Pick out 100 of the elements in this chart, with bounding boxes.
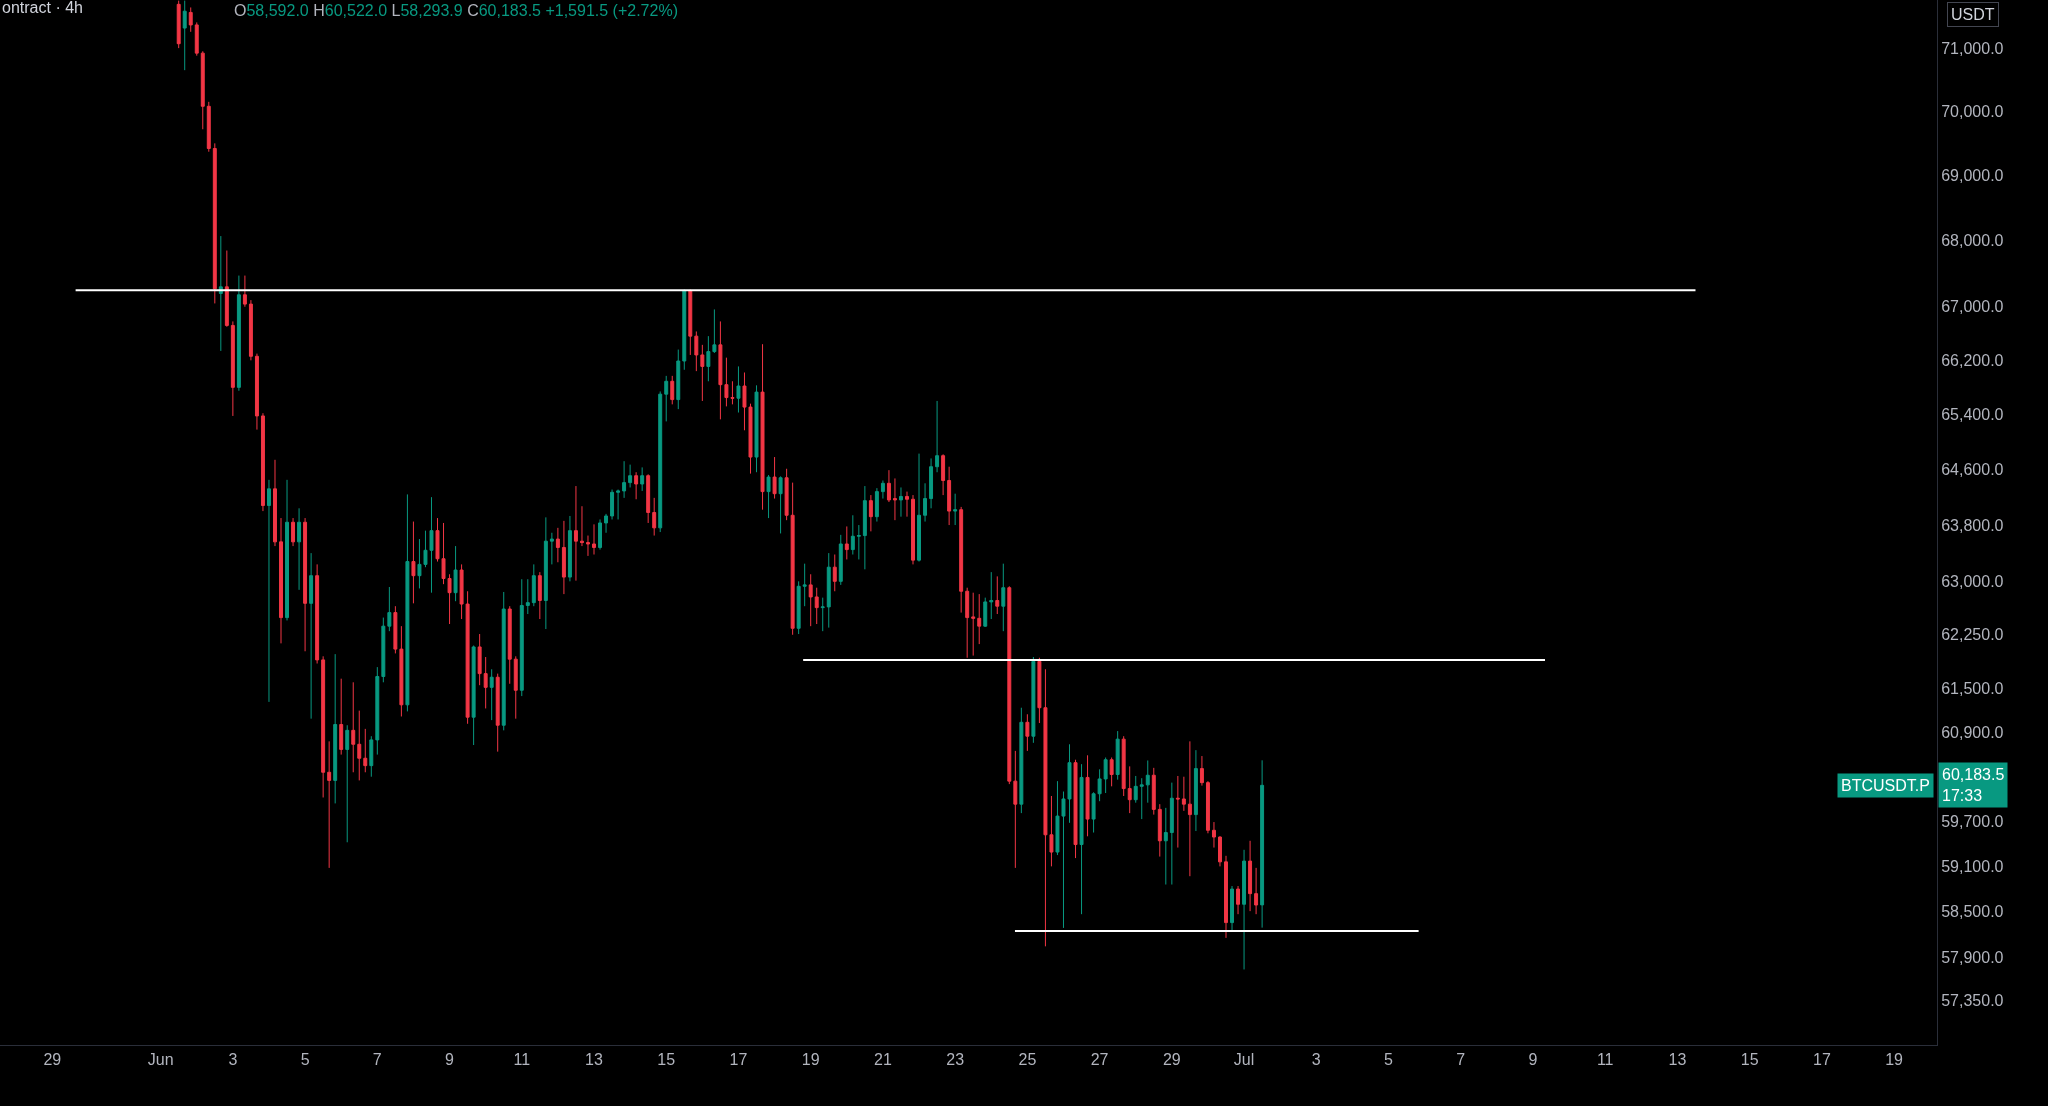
candlestick <box>309 552 314 720</box>
candlestick <box>899 486 903 518</box>
candlestick <box>1224 855 1228 939</box>
candlestick <box>977 593 982 645</box>
x-tick-label: 13 <box>1668 1051 1687 1069</box>
candlestick <box>279 517 283 644</box>
candlestick <box>267 479 271 703</box>
candlestick <box>1193 749 1198 832</box>
candlestick <box>230 320 235 417</box>
candlestick <box>549 532 554 565</box>
candlestick <box>579 505 584 547</box>
y-tick-label: 63,000.0 <box>1941 572 2004 590</box>
candlestick <box>688 288 693 356</box>
candlestick <box>471 645 476 746</box>
candlestick <box>1187 740 1192 877</box>
candlestick <box>646 473 651 524</box>
x-tick-label: 9 <box>1528 1051 1538 1069</box>
candlestick <box>832 554 837 592</box>
candlestick <box>923 482 928 523</box>
candlestick <box>285 479 290 621</box>
candlestick <box>483 656 488 709</box>
x-tick-label: 17 <box>1812 1051 1831 1069</box>
candlestick <box>339 678 344 756</box>
candlestick <box>628 464 633 488</box>
candlestick <box>778 475 783 534</box>
candlestick <box>820 597 825 632</box>
candlestick <box>1248 840 1253 912</box>
candlestick <box>573 485 578 582</box>
candlestick <box>917 453 922 563</box>
candlestick <box>802 563 807 607</box>
x-tick-label: Jun <box>147 1051 174 1069</box>
candlestick <box>315 563 320 665</box>
candlestick <box>1133 775 1138 804</box>
annotation: BTCUSDT.P <box>1841 777 1930 794</box>
candlestick <box>1073 759 1078 859</box>
candlestick <box>1127 765 1132 814</box>
candlestick <box>381 617 386 683</box>
x-tick-label: 15 <box>1740 1051 1759 1069</box>
candlestick <box>1175 775 1180 849</box>
candlestick <box>989 571 994 620</box>
candlestick <box>182 0 187 71</box>
candlestick <box>1079 763 1084 915</box>
y-tick-label: 63,800.0 <box>1941 516 2004 534</box>
y-tick-label: 59,700.0 <box>1941 812 2004 830</box>
candlestick <box>273 459 277 547</box>
candlestick <box>610 489 615 520</box>
y-tick-label: 57,350.0 <box>1941 992 2004 1010</box>
x-tick-label: 7 <box>372 1051 382 1069</box>
y-tick-label: 68,000.0 <box>1941 232 2004 250</box>
x-tick-label: 7 <box>1456 1051 1466 1069</box>
candlestick <box>652 497 657 537</box>
x-tick-label: 5 <box>1384 1051 1394 1069</box>
candlestick <box>808 573 813 627</box>
candlestick <box>375 666 380 756</box>
candlestick <box>200 50 205 130</box>
candlestick <box>1109 757 1114 787</box>
candlestick <box>260 412 265 512</box>
candlestick <box>706 335 711 382</box>
x-tick-label: 5 <box>300 1051 310 1069</box>
candlestick <box>953 493 958 526</box>
candlestick <box>965 587 970 659</box>
candlestick <box>658 390 663 533</box>
candlestick <box>1121 735 1126 797</box>
candlestick <box>1013 750 1018 869</box>
x-tick-label: 11 <box>1596 1051 1614 1069</box>
candlestick <box>905 491 909 518</box>
candlestick <box>796 580 801 635</box>
candlestick <box>874 487 879 523</box>
candlestick <box>1025 713 1030 752</box>
candlestick <box>736 365 741 414</box>
candlestick <box>826 552 831 629</box>
x-tick-label: 13 <box>585 1051 603 1069</box>
candlestick <box>1260 759 1265 929</box>
annotation: O58,592.0 H60,522.0 L58,293.9 C60,183.5 +1,591.5 (+2.72%) <box>234 2 678 19</box>
y-tick-label: 61,500.0 <box>1941 680 2004 698</box>
y-tick-label: 60,900.0 <box>1941 724 2004 742</box>
candlestick <box>1031 656 1036 744</box>
candlestick <box>844 525 849 560</box>
candlestick <box>598 518 602 551</box>
candlestick <box>929 457 934 509</box>
x-tick-label: 29 <box>1162 1051 1181 1069</box>
candlestick <box>712 308 717 354</box>
y-tick-label: 67,000.0 <box>1941 298 2004 316</box>
x-tick-label: Jul <box>1233 1051 1255 1069</box>
candlestick <box>1001 563 1006 632</box>
x-tick-label: 21 <box>874 1051 892 1069</box>
x-tick-label: 3 <box>1311 1051 1321 1069</box>
candlestick <box>1199 755 1204 787</box>
candlestick <box>760 343 765 511</box>
candlestick <box>850 514 855 556</box>
candlestick <box>363 728 368 773</box>
candlestick <box>892 477 897 521</box>
candlestick <box>868 494 873 532</box>
candlestick <box>387 586 392 632</box>
candlestick <box>248 299 253 361</box>
candlestick <box>886 469 891 503</box>
candlestick <box>1139 777 1144 820</box>
x-tick-label: 27 <box>1090 1051 1109 1069</box>
candlestick <box>321 655 326 798</box>
candlestick <box>1254 867 1259 915</box>
